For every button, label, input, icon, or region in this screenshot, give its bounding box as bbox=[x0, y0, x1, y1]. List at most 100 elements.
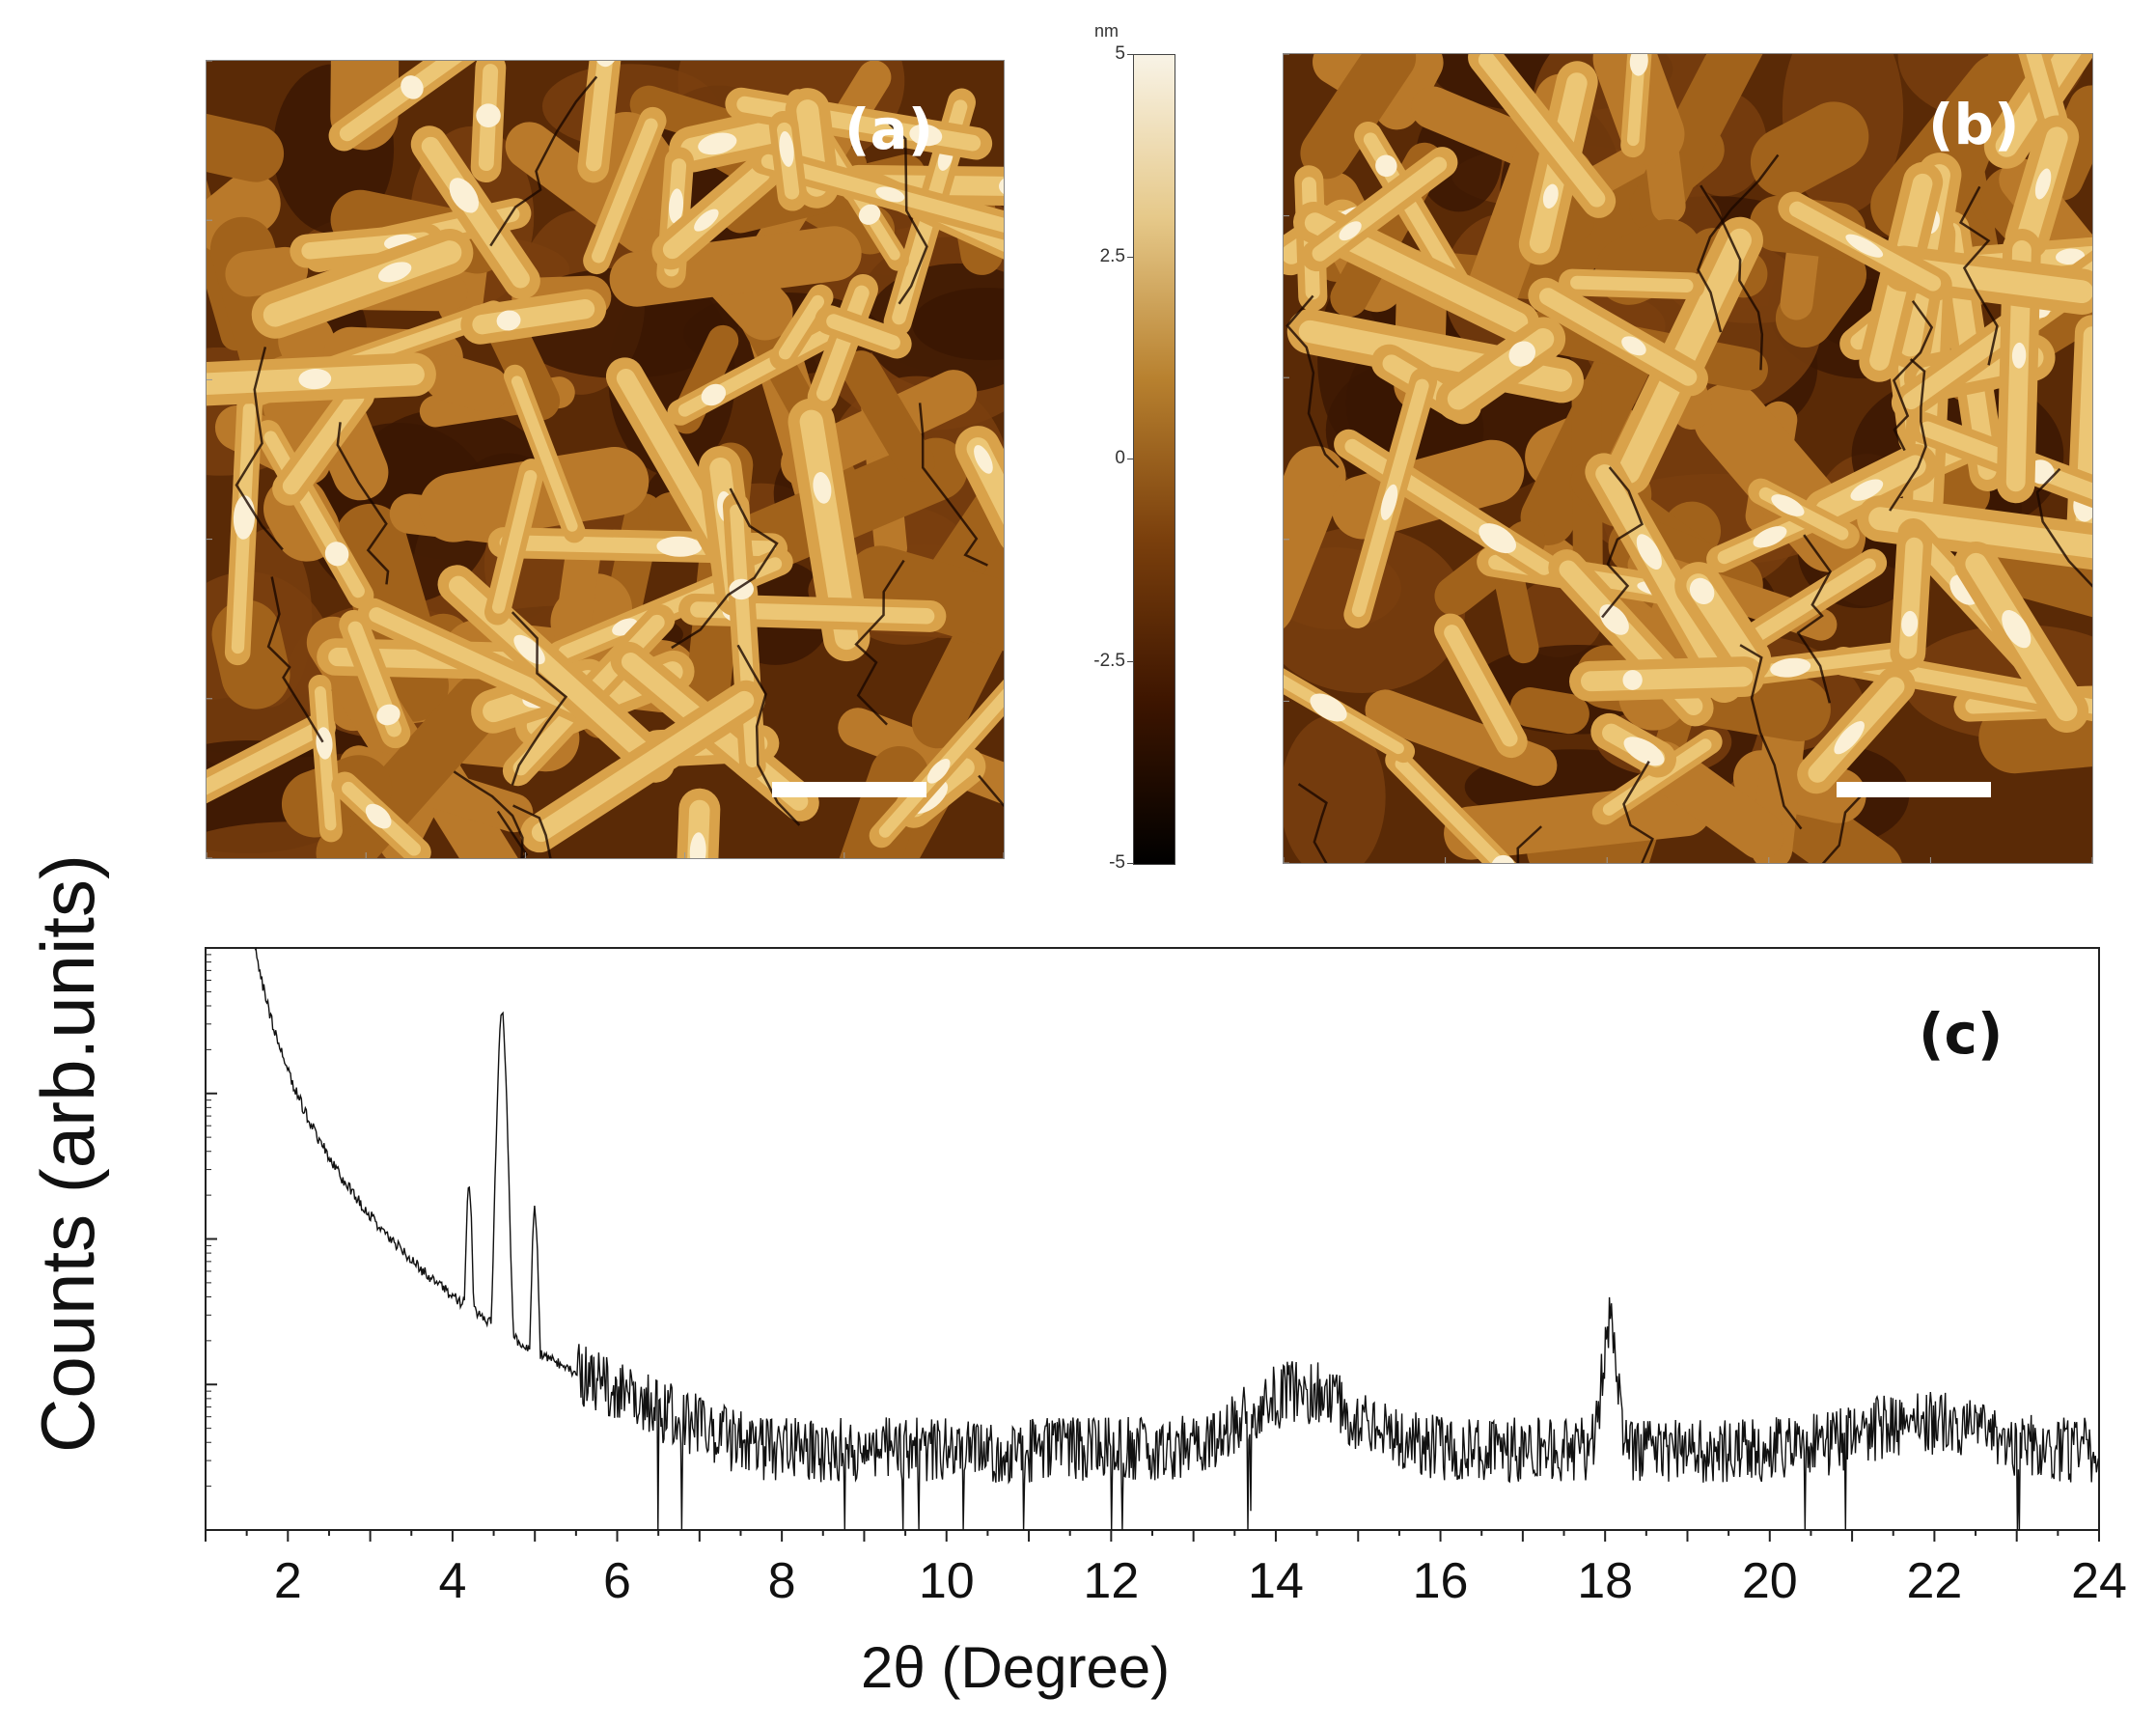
afm-crack bbox=[1297, 783, 1328, 863]
afm-crack bbox=[671, 487, 779, 650]
afm-bright-spot bbox=[1310, 693, 1347, 722]
afm-bright-spot bbox=[694, 209, 719, 232]
colorbar-tick-mark bbox=[1127, 660, 1133, 662]
afm-rod-ridge bbox=[449, 575, 664, 772]
afm-rod-ridge bbox=[1395, 758, 1536, 863]
afm-rod-ridge bbox=[592, 118, 658, 264]
afm-bright-spot bbox=[1491, 854, 1515, 863]
x-tick-label: 22 bbox=[1906, 1553, 1962, 1609]
afm-bright-spot bbox=[316, 727, 333, 760]
afm-crack bbox=[511, 611, 568, 786]
afm-rod-ridge bbox=[282, 388, 365, 495]
afm-crystallite bbox=[1890, 525, 1933, 671]
afm-crack bbox=[918, 403, 988, 567]
afm-crystallite bbox=[677, 788, 721, 858]
x-tick-label: 16 bbox=[1413, 1553, 1469, 1609]
afm-bright-spot bbox=[1621, 336, 1646, 356]
afm-crystallite bbox=[1714, 641, 1916, 688]
colorbar-tick-mark bbox=[1127, 863, 1133, 864]
panel-label-a: (a) bbox=[844, 97, 934, 162]
afm-bright-spot bbox=[401, 75, 424, 99]
afm-bright-spot bbox=[1845, 234, 1884, 258]
afm-substrate-patch bbox=[912, 288, 1004, 361]
afm-crack bbox=[1739, 644, 1803, 830]
x-tick-label: 18 bbox=[1577, 1553, 1633, 1609]
colorbar-tick-label: -5 bbox=[1109, 852, 1125, 873]
afm-bright-spot bbox=[858, 204, 881, 225]
x-axis-label: 2θ (Degree) bbox=[861, 1635, 1171, 1700]
afm-crystallite bbox=[1569, 656, 1765, 702]
afm-bright-spot bbox=[1542, 183, 1559, 209]
afm-crystallite bbox=[1434, 613, 1528, 759]
afm-crystallite bbox=[1590, 712, 1676, 778]
afm-rod-ridge bbox=[2018, 54, 2059, 123]
afm-crack bbox=[1892, 300, 1934, 452]
afm-rod-ridge bbox=[1581, 666, 1754, 692]
colorbar bbox=[1133, 54, 1175, 865]
afm-rod-ridge bbox=[207, 721, 325, 843]
afm-topography-b bbox=[1284, 54, 2092, 863]
afm-terrace bbox=[1509, 687, 1589, 735]
afm-crystallite bbox=[815, 305, 912, 359]
afm-bright-spot bbox=[1479, 523, 1517, 554]
colorbar-tick-label: -2.5 bbox=[1093, 650, 1125, 671]
afm-bright-spot bbox=[298, 368, 332, 390]
afm-rod-ridge bbox=[799, 409, 859, 651]
afm-bright-spot bbox=[1375, 154, 1397, 178]
afm-crack bbox=[2035, 467, 2092, 588]
afm-substrate-patch bbox=[1284, 714, 1386, 863]
afm-crystallite bbox=[272, 377, 375, 506]
afm-crack bbox=[1697, 153, 1780, 333]
afm-rod-ridge bbox=[369, 607, 606, 725]
afm-crystallite bbox=[251, 228, 474, 339]
afm-rod-ridge bbox=[1478, 54, 1606, 208]
afm-crack bbox=[1516, 825, 1542, 863]
afm-bright-spot bbox=[1753, 526, 1787, 548]
afm-rod-ridge bbox=[511, 376, 578, 532]
scale-bar-b bbox=[1837, 782, 1991, 797]
afm-crack bbox=[736, 644, 801, 826]
afm-rod-ridge bbox=[1726, 648, 1904, 682]
afm-image-b bbox=[1283, 53, 2093, 864]
afm-crack bbox=[854, 559, 905, 726]
afm-crystallite bbox=[1881, 245, 2092, 315]
x-tick-label: 14 bbox=[1248, 1553, 1304, 1609]
xrd-trace bbox=[254, 947, 2099, 1531]
afm-bright-spot bbox=[1770, 657, 1811, 678]
afm-rod-ridge bbox=[263, 240, 462, 327]
afm-crystallite bbox=[339, 609, 411, 749]
afm-bright-spot bbox=[1508, 341, 1536, 367]
colorbar-tick-label: 5 bbox=[1115, 43, 1125, 64]
afm-crystallite bbox=[2009, 54, 2068, 134]
afm-crack bbox=[453, 770, 524, 858]
afm-rod-ridge bbox=[531, 690, 755, 843]
afm-crystallite bbox=[749, 146, 1004, 247]
afm-rod-ridge bbox=[1595, 464, 1733, 692]
afm-terrace bbox=[845, 545, 1004, 657]
afm-crack bbox=[266, 576, 324, 743]
afm-crystallite bbox=[1620, 54, 1657, 158]
afm-bright-spot bbox=[701, 383, 727, 406]
afm-crystallite bbox=[1468, 54, 1617, 218]
afm-terrace bbox=[1365, 689, 1558, 787]
afm-crystallite bbox=[1804, 443, 1938, 533]
afm-crack bbox=[1889, 358, 1927, 512]
panel-label-b: (b) bbox=[1928, 92, 2020, 157]
afm-crystallite bbox=[470, 61, 507, 183]
afm-bright-spot bbox=[496, 310, 521, 331]
afm-terrace bbox=[1775, 245, 1867, 348]
afm-bright-spot bbox=[449, 178, 480, 213]
afm-rod-ridge bbox=[826, 314, 900, 350]
afm-crystallite bbox=[1559, 268, 1705, 300]
afm-bright-spot bbox=[2002, 609, 2032, 649]
afm-crystallite bbox=[1748, 478, 1860, 549]
afm-terrace bbox=[207, 104, 285, 182]
afm-bright-spot bbox=[1339, 221, 1362, 241]
afm-crystallite bbox=[577, 61, 633, 183]
afm-crystallite bbox=[788, 398, 871, 662]
afm-bright-spot bbox=[378, 262, 412, 283]
afm-crack bbox=[496, 810, 529, 858]
afm-terrace bbox=[1750, 101, 1869, 198]
afm-bright-spot bbox=[813, 472, 832, 504]
afm-crystallite bbox=[1385, 747, 1546, 863]
